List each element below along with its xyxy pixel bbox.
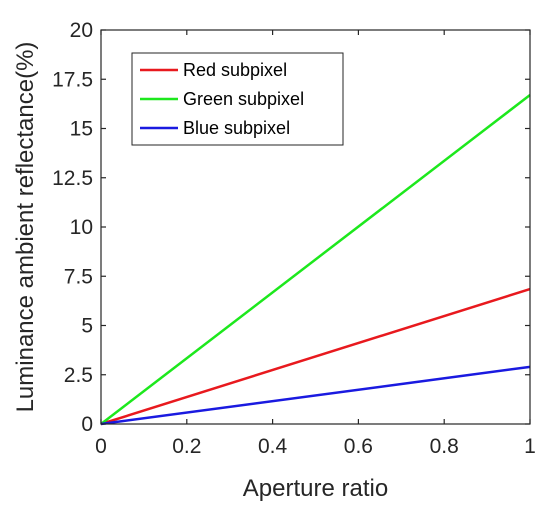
y-tick-label: 7.5 bbox=[64, 265, 93, 288]
x-tick-label: 0.2 bbox=[172, 435, 201, 458]
y-tick-label: 20 bbox=[70, 19, 93, 42]
y-axis-ticks: 0 2.5 5 7.5 10 12.5 15 17.5 20 bbox=[52, 19, 530, 436]
x-tick-label: 0.6 bbox=[344, 435, 373, 458]
x-tick-label: 0.8 bbox=[430, 435, 459, 458]
y-tick-label: 2.5 bbox=[64, 364, 93, 387]
series-line-0 bbox=[100, 287, 531, 426]
x-tick-label: 1 bbox=[524, 435, 536, 458]
x-axis-title: Aperture ratio bbox=[243, 475, 388, 502]
x-tick-label: 0 bbox=[95, 435, 107, 458]
series-line-2 bbox=[100, 365, 531, 426]
y-tick-label: 12.5 bbox=[52, 167, 93, 190]
x-tick-label: 0.4 bbox=[258, 435, 288, 458]
legend-label-2: Blue subpixel bbox=[183, 118, 290, 138]
x-axis-ticks: 0 0.2 0.4 0.6 0.8 1 bbox=[95, 30, 536, 458]
y-tick-label: 17.5 bbox=[52, 68, 93, 91]
series-layer bbox=[100, 94, 531, 426]
legend: Red subpixel Green subpixel Blue subpixel bbox=[131, 52, 344, 146]
series-line-1 bbox=[100, 94, 531, 425]
y-tick-label: 0 bbox=[81, 413, 93, 436]
y-tick-label: 15 bbox=[70, 118, 93, 141]
y-tick-label: 5 bbox=[81, 315, 93, 338]
legend-label-0: Red subpixel bbox=[183, 60, 287, 80]
y-tick-label: 10 bbox=[70, 216, 93, 239]
legend-label-1: Green subpixel bbox=[183, 89, 304, 109]
y-axis-title: Luminance ambient reflectance(%) bbox=[12, 42, 39, 413]
